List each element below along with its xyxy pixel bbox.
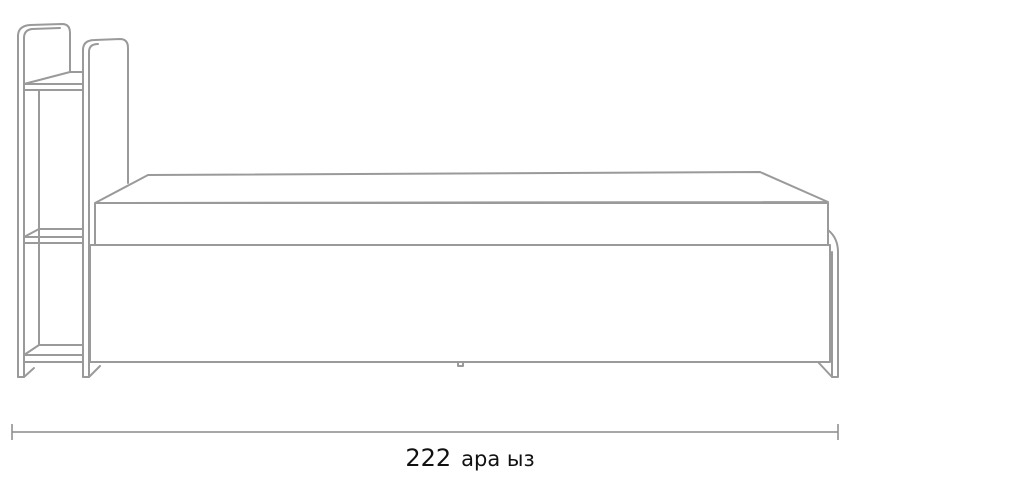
shelf-back-panel [17, 23, 71, 378]
bed-base [89, 229, 839, 378]
mattress [94, 171, 829, 246]
dimension-line [11, 424, 839, 440]
dimension-value: 222 [405, 444, 452, 472]
dimension-label: 222 ара ыз [0, 444, 940, 472]
headboard [82, 38, 129, 378]
top-shelf [23, 71, 83, 91]
middle-shelf [23, 228, 83, 244]
dimension-unit: ара ыз [461, 447, 535, 471]
bottom-shelf [23, 344, 83, 363]
shelf-unit [17, 23, 83, 378]
